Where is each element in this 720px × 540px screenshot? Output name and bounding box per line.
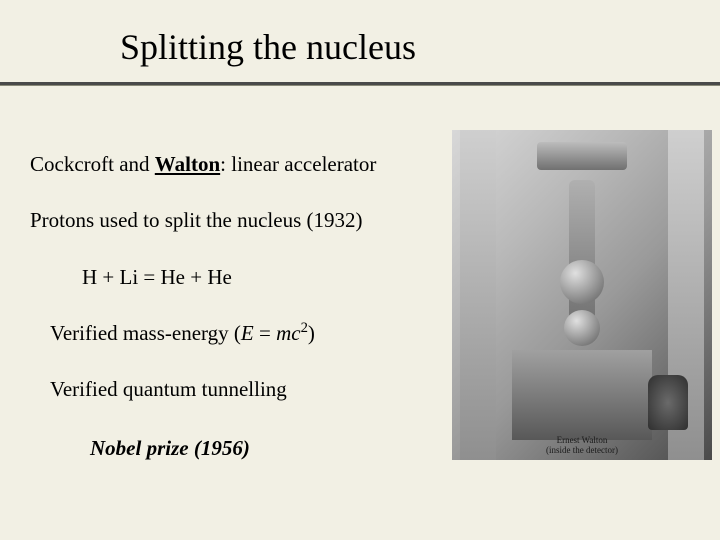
verify-close: ) <box>308 321 315 345</box>
photo-person <box>648 375 688 430</box>
text-walton: Walton <box>155 152 220 176</box>
photo-caption: Ernest Walton (inside the detector) <box>546 436 618 456</box>
photo-detector-cabinet <box>512 350 652 440</box>
title-underline-thin <box>0 85 720 86</box>
line-mass-energy: Verified mass-energy (E = mc2) <box>50 319 376 347</box>
text-linear-accel: : linear accelerator <box>220 152 376 176</box>
sym-E: E <box>241 321 254 345</box>
content-area: Cockcroft and Walton: linear accelerator… <box>30 150 376 490</box>
photo-caption-detail: (inside the detector) <box>546 446 618 456</box>
slide-title: Splitting the nucleus <box>120 26 720 68</box>
sym-eq: = <box>254 321 276 345</box>
photo-pillar-left <box>460 130 496 460</box>
title-area: Splitting the nucleus <box>0 0 720 68</box>
photo-top-cap <box>537 142 627 170</box>
sym-sq: 2 <box>301 320 308 336</box>
line-accelerator: Cockcroft and Walton: linear accelerator <box>30 150 376 178</box>
text-cockcroft: Cockcroft and <box>30 152 155 176</box>
line-nobel: Nobel prize (1956) <box>90 434 376 462</box>
sym-mc: mc <box>276 321 301 345</box>
photo-sphere-lower <box>564 310 600 346</box>
photo-sphere-upper <box>560 260 604 304</box>
historical-photo: Ernest Walton (inside the detector) <box>452 130 712 460</box>
line-protons: Protons used to split the nucleus (1932) <box>30 206 376 234</box>
line-tunnelling: Verified quantum tunnelling <box>50 375 376 403</box>
equation: H + Li = He + He <box>82 263 376 291</box>
verify-prefix: Verified mass-energy ( <box>50 321 241 345</box>
